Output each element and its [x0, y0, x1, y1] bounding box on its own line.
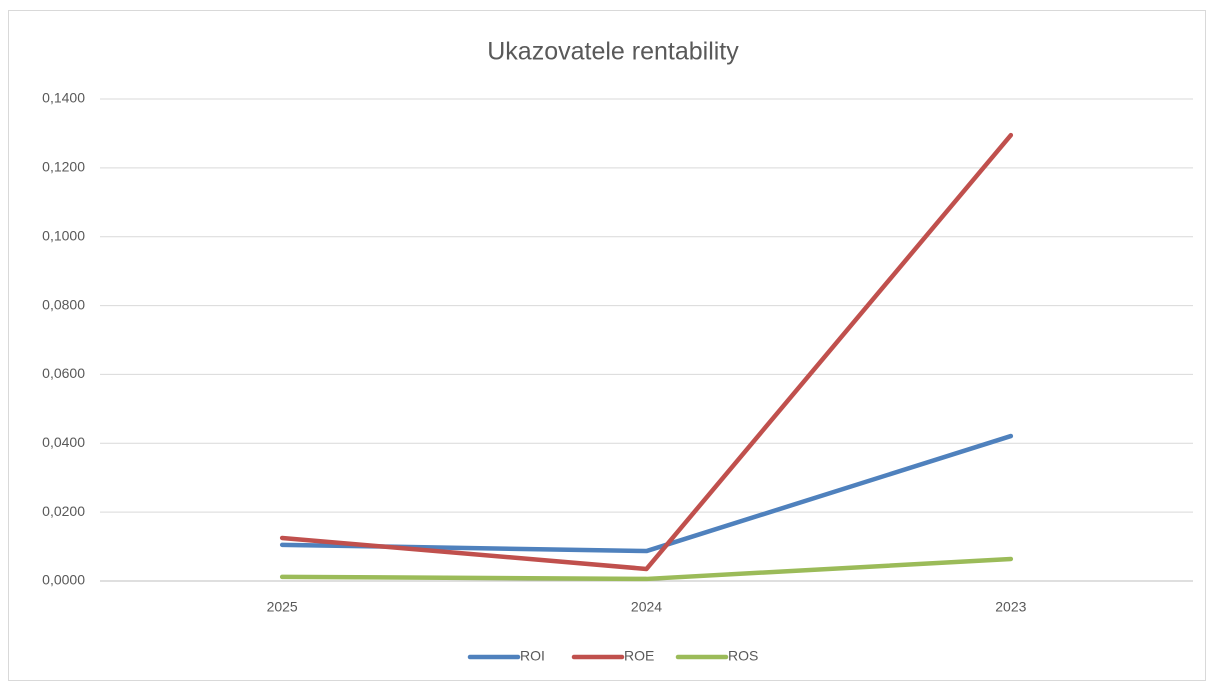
y-tick-label: 0,1400 — [42, 90, 85, 106]
chart-title: Ukazovatele rentability — [487, 38, 739, 66]
legend-label: ROS — [728, 648, 758, 664]
y-tick-label: 0,1200 — [42, 159, 85, 175]
line-series — [279, 132, 1014, 572]
legend-label: ROE — [624, 648, 654, 664]
y-tick-label: 0,0400 — [42, 434, 85, 450]
y-tick-label: 0,1000 — [42, 227, 85, 243]
legend-label: ROI — [520, 648, 545, 664]
x-tick-label: 2024 — [631, 599, 662, 615]
y-tick-label: 0,0000 — [42, 572, 85, 588]
x-tick-label: 2025 — [267, 599, 298, 615]
y-tick-label: 0,0800 — [42, 296, 85, 312]
y-tick-label: 0,0200 — [42, 503, 85, 519]
y-tick-label: 0,0600 — [42, 365, 85, 381]
x-tick-label: 2023 — [995, 599, 1026, 615]
line-series — [279, 556, 1014, 582]
chart-frame — [8, 10, 1206, 681]
